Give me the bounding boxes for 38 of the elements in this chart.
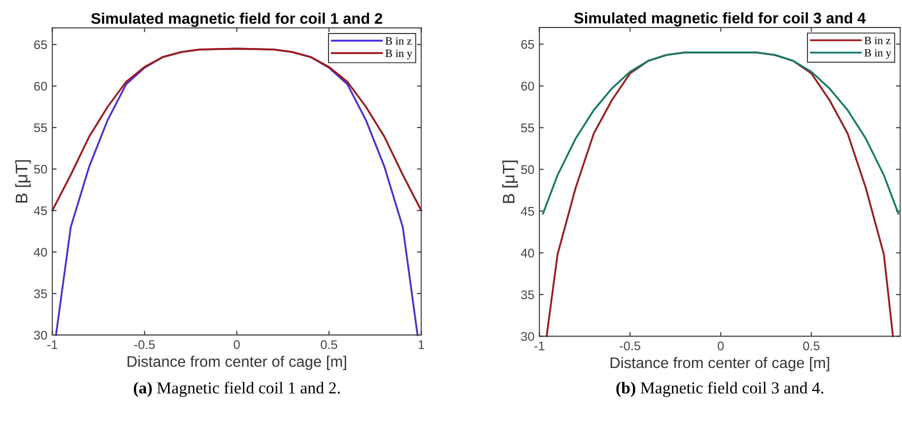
y-tick-label: 50: [34, 164, 47, 174]
legend-label: B in z: [864, 36, 890, 44]
x-tick-label: -1: [47, 340, 58, 349]
x-tick-label: 1: [418, 340, 424, 349]
chart-title: Simulated magnetic field for coil 3 and 4: [574, 12, 866, 27]
x-tick-label: -0.5: [134, 340, 155, 350]
y-tick-label: 65: [521, 40, 534, 49]
y-tick-label: 30: [521, 332, 534, 341]
line-series: [51, 48, 422, 212]
y-axis-title: B [μT]: [15, 160, 31, 202]
y-tick-label: 45: [520, 207, 534, 216]
y-tick-label: 45: [34, 206, 47, 216]
y-tick-label: 40: [34, 248, 47, 257]
x-axis-title: Distance from center of cage [m]: [610, 356, 830, 372]
y-tick-label: 55: [521, 124, 534, 132]
y-tick-label: 30: [34, 330, 47, 340]
y-tick-label: 60: [521, 82, 534, 91]
y-tick-label: 55: [34, 123, 47, 132]
y-tick-label: 50: [521, 165, 534, 174]
x-tick-label: 0: [234, 340, 240, 350]
y-tick-label: 35: [34, 289, 47, 298]
text: (a) Magnetic field coil 1 and 2.: [134, 382, 340, 397]
x-tick-label: -1: [534, 342, 544, 350]
chart-title: Simulated magnetic field for coil 1 and 2: [91, 12, 382, 27]
y-axis-title: B [μT]: [502, 160, 518, 203]
x-tick-label: 0.5: [320, 340, 338, 350]
y-tick-label: 35: [521, 290, 534, 300]
text: (b) Magnetic field coil 3 and 4.: [616, 382, 824, 397]
x-axis-title: Distance from center of cage [m]: [128, 356, 346, 370]
x-tick-label: 0.5: [803, 341, 820, 350]
x-tick-label: 0: [718, 341, 724, 350]
x-tick-label: -0.5: [620, 341, 640, 350]
y-tick-label: 65: [34, 40, 47, 50]
y-tick-label: 60: [34, 82, 47, 91]
legend-label: B in y: [386, 50, 412, 60]
y-tick-label: 40: [520, 248, 534, 258]
legend-label: B in y: [864, 49, 892, 59]
legend-label: B in z: [386, 37, 412, 45]
